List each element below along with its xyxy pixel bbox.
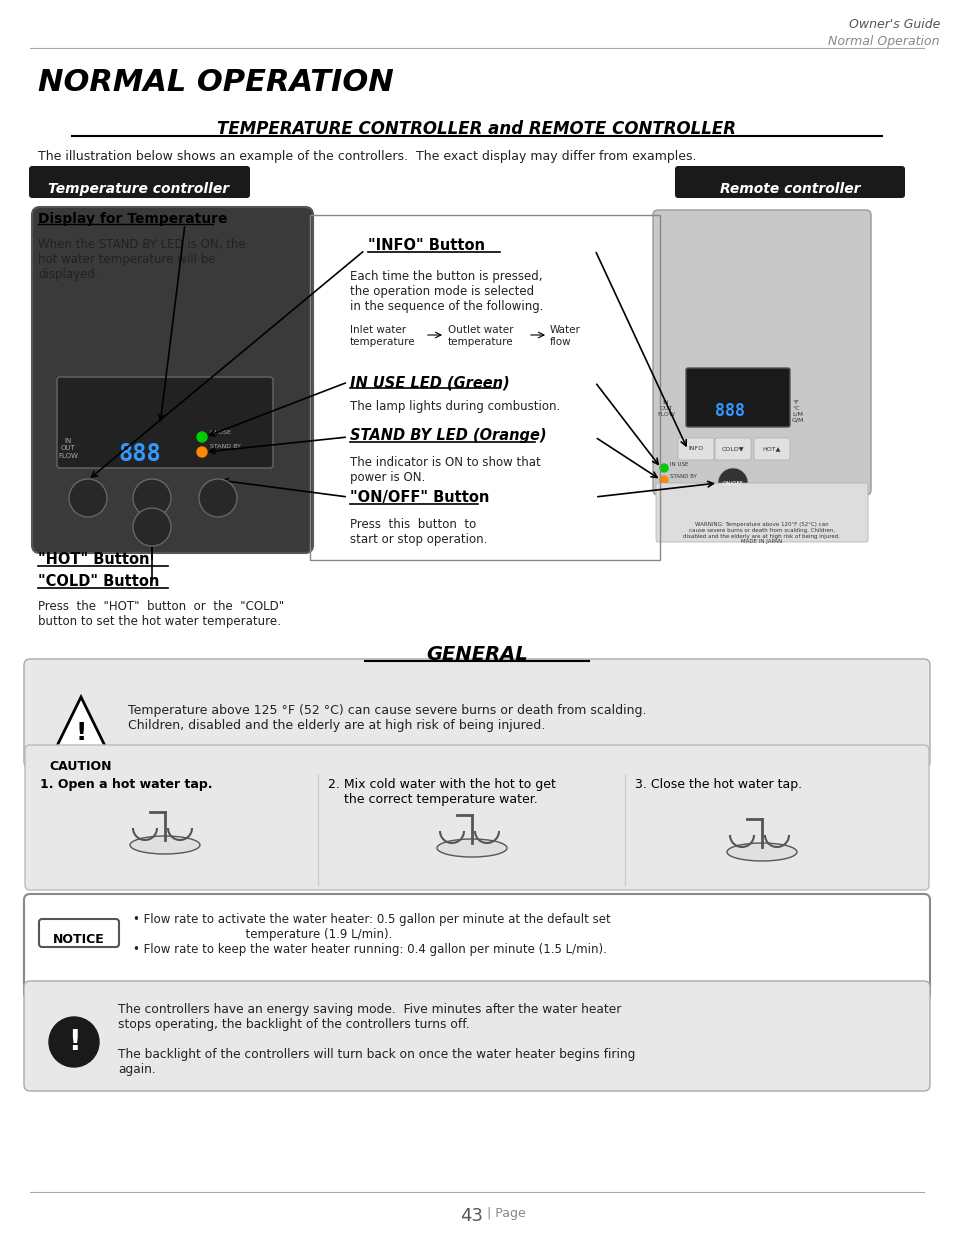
FancyBboxPatch shape	[25, 745, 928, 890]
Text: WARNING: Temperature above 120°F (52°C) can
cause severe burns or death from sca: WARNING: Temperature above 120°F (52°C) …	[682, 522, 840, 545]
Text: Remote controller: Remote controller	[719, 182, 860, 196]
Text: • Flow rate to keep the water heater running: 0.4 gallon per minute (1.5 L/min).: • Flow rate to keep the water heater run…	[132, 944, 606, 956]
Text: TEMPERATURE CONTROLLER and REMOTE CONTROLLER: TEMPERATURE CONTROLLER and REMOTE CONTRO…	[217, 120, 736, 138]
Text: "COLD" Button: "COLD" Button	[38, 574, 159, 589]
FancyBboxPatch shape	[685, 368, 789, 427]
Circle shape	[196, 432, 207, 442]
Text: Normal Operation: Normal Operation	[827, 35, 939, 48]
Circle shape	[132, 508, 171, 546]
Text: "INFO" Button: "INFO" Button	[368, 238, 484, 253]
FancyBboxPatch shape	[32, 207, 313, 553]
Text: !: !	[75, 721, 87, 745]
FancyBboxPatch shape	[652, 210, 870, 495]
Ellipse shape	[436, 839, 506, 857]
Text: Water
flow: Water flow	[550, 325, 580, 347]
Circle shape	[132, 479, 171, 517]
Text: | Page: | Page	[486, 1207, 525, 1220]
Text: "ON/OFF" Button: "ON/OFF" Button	[350, 490, 489, 505]
Text: STAND BY LED (Orange): STAND BY LED (Orange)	[350, 429, 546, 443]
Text: • Flow rate to activate the water heater: 0.5 gallon per minute at the default s: • Flow rate to activate the water heater…	[132, 913, 610, 941]
Text: 43: 43	[460, 1207, 483, 1225]
Text: ▼: ▼	[150, 513, 154, 517]
Text: NOTICE: NOTICE	[53, 932, 105, 946]
FancyBboxPatch shape	[714, 438, 750, 459]
FancyBboxPatch shape	[29, 165, 250, 198]
Text: COLD: COLD	[143, 525, 161, 530]
Circle shape	[199, 479, 236, 517]
Text: INFO: INFO	[80, 495, 95, 500]
Text: HOT: HOT	[145, 495, 158, 500]
Text: ▲: ▲	[150, 480, 154, 487]
FancyBboxPatch shape	[675, 165, 904, 198]
Text: HOT▲: HOT▲	[762, 447, 781, 452]
Circle shape	[196, 447, 207, 457]
FancyBboxPatch shape	[678, 438, 713, 459]
FancyBboxPatch shape	[57, 377, 273, 468]
Text: 3. Close the hot water tap.: 3. Close the hot water tap.	[635, 778, 801, 790]
Text: NORMAL OPERATION: NORMAL OPERATION	[38, 68, 394, 98]
Text: CAUTION: CAUTION	[50, 760, 112, 773]
Text: 888: 888	[714, 403, 744, 420]
Circle shape	[718, 468, 747, 498]
Text: 1. Open a hot water tap.: 1. Open a hot water tap.	[40, 778, 213, 790]
Text: 888: 888	[118, 442, 161, 466]
Text: STAND BY: STAND BY	[210, 445, 240, 450]
Text: IN USE LED (Green): IN USE LED (Green)	[350, 375, 509, 390]
Circle shape	[49, 1016, 99, 1067]
Polygon shape	[55, 697, 107, 750]
Ellipse shape	[726, 844, 796, 861]
FancyBboxPatch shape	[39, 919, 119, 947]
Text: When the STAND BY LED is ON, the
hot water temperature will be
displayed.: When the STAND BY LED is ON, the hot wat…	[38, 238, 245, 282]
Text: Inlet water
temperature: Inlet water temperature	[350, 325, 416, 347]
Text: "HOT" Button: "HOT" Button	[38, 552, 150, 567]
Text: Each time the button is pressed,
the operation mode is selected
in the sequence : Each time the button is pressed, the ope…	[350, 270, 543, 312]
Text: 2. Mix cold water with the hot to get
    the correct temperature water.: 2. Mix cold water with the hot to get th…	[328, 778, 556, 806]
Text: Press  this  button  to
start or stop operation.: Press this button to start or stop opera…	[350, 517, 487, 546]
FancyBboxPatch shape	[24, 981, 929, 1091]
FancyBboxPatch shape	[24, 659, 929, 768]
Text: IN USE: IN USE	[210, 430, 231, 435]
FancyBboxPatch shape	[24, 894, 929, 999]
FancyBboxPatch shape	[753, 438, 789, 459]
Text: The illustration below shows an example of the controllers.  The exact display m: The illustration below shows an example …	[38, 149, 696, 163]
Text: STAND BY: STAND BY	[669, 474, 696, 479]
Text: The indicator is ON to show that
power is ON.: The indicator is ON to show that power i…	[350, 456, 540, 484]
Text: Outlet water
temperature: Outlet water temperature	[448, 325, 513, 347]
Text: °F
°C
L/M
G/M: °F °C L/M G/M	[791, 400, 803, 422]
Text: !: !	[68, 1028, 80, 1056]
Text: ON/OFF: ON/OFF	[206, 495, 230, 500]
Text: IN USE: IN USE	[669, 462, 688, 468]
Text: The controllers have an energy saving mode.  Five minutes after the water heater: The controllers have an energy saving mo…	[118, 1003, 635, 1076]
Text: Temperature controller: Temperature controller	[49, 182, 230, 196]
Text: Display for Temperature: Display for Temperature	[38, 212, 227, 226]
Text: Owner's Guide: Owner's Guide	[848, 19, 939, 31]
Text: INFO: INFO	[688, 447, 703, 452]
FancyBboxPatch shape	[656, 483, 867, 542]
Ellipse shape	[130, 836, 200, 853]
Circle shape	[659, 475, 667, 484]
Text: ON/OFF: ON/OFF	[721, 480, 742, 485]
Circle shape	[69, 479, 107, 517]
Text: COLD▼: COLD▼	[721, 447, 743, 452]
Text: The lamp lights during combustion.: The lamp lights during combustion.	[350, 400, 559, 412]
Text: Temperature above 125 °F (52 °C) can cause severe burns or death from scalding.
: Temperature above 125 °F (52 °C) can cau…	[128, 704, 646, 732]
Text: Press  the  "HOT"  button  or  the  "COLD"
button to set the hot water temperatu: Press the "HOT" button or the "COLD" but…	[38, 600, 284, 629]
Text: GENERAL: GENERAL	[426, 645, 527, 664]
Circle shape	[659, 464, 667, 472]
Text: IN
OUT
FLOW: IN OUT FLOW	[58, 438, 78, 459]
Text: IN
OUT
FLOW: IN OUT FLOW	[657, 400, 675, 417]
